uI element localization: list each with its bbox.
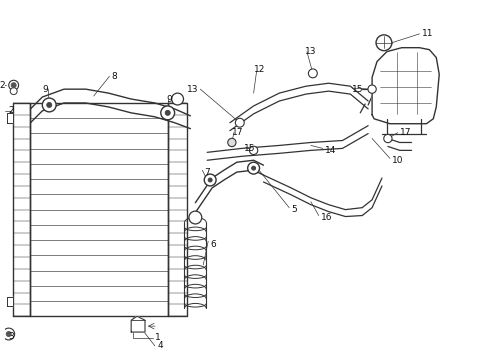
Text: 2: 2 (0, 81, 4, 90)
Text: 13: 13 (305, 47, 317, 56)
Text: 4: 4 (158, 341, 164, 350)
Text: 9: 9 (42, 85, 48, 94)
Text: 6: 6 (210, 240, 216, 249)
Text: 12: 12 (254, 65, 265, 74)
Circle shape (376, 35, 392, 51)
Circle shape (247, 162, 260, 174)
Circle shape (42, 98, 56, 112)
Circle shape (47, 103, 51, 107)
Circle shape (249, 146, 258, 154)
Text: 16: 16 (321, 213, 332, 222)
Text: 1: 1 (155, 333, 161, 342)
Circle shape (208, 178, 212, 182)
Text: 17: 17 (400, 128, 411, 137)
Text: 15: 15 (244, 144, 255, 153)
Polygon shape (168, 103, 188, 316)
Text: 7: 7 (204, 168, 210, 177)
Circle shape (6, 332, 11, 337)
Polygon shape (30, 103, 168, 316)
Text: 10: 10 (392, 156, 403, 165)
Text: 9: 9 (167, 95, 172, 104)
Circle shape (11, 83, 16, 88)
Circle shape (235, 118, 244, 127)
Circle shape (10, 88, 17, 95)
Text: 11: 11 (421, 30, 433, 39)
Text: 5: 5 (291, 205, 297, 214)
Text: 15: 15 (352, 85, 364, 94)
Text: 3: 3 (9, 332, 15, 341)
Circle shape (9, 80, 19, 90)
Circle shape (308, 69, 318, 78)
Text: 13: 13 (187, 85, 198, 94)
Circle shape (3, 328, 15, 340)
Circle shape (368, 85, 376, 93)
Polygon shape (13, 103, 30, 316)
Circle shape (165, 111, 170, 115)
Circle shape (204, 174, 216, 186)
Text: 8: 8 (111, 72, 117, 81)
Circle shape (384, 134, 392, 143)
Polygon shape (372, 48, 439, 124)
Polygon shape (131, 316, 145, 332)
Text: 17: 17 (232, 128, 244, 137)
Circle shape (252, 166, 256, 170)
Text: 2: 2 (9, 107, 14, 116)
Circle shape (172, 93, 183, 105)
Polygon shape (7, 113, 13, 123)
Circle shape (228, 138, 236, 147)
Polygon shape (7, 297, 13, 306)
Circle shape (189, 211, 202, 224)
Circle shape (161, 106, 174, 120)
Text: 14: 14 (325, 146, 336, 155)
